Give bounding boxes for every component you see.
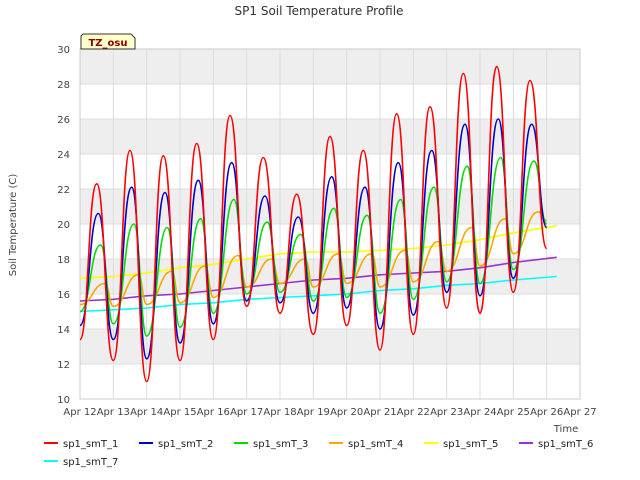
x-tick-label: Apr 20 (330, 407, 363, 418)
x-tick-label: Apr 14 (130, 407, 163, 418)
y-tick-label: 14 (57, 325, 70, 336)
badge-label: TZ_osu (88, 38, 127, 49)
legend-label: sp1_smT_2 (158, 439, 213, 450)
x-tick-label: Apr 13 (97, 407, 130, 418)
x-tick-label: Apr 27 (563, 407, 596, 418)
legend-label: sp1_smT_7 (63, 457, 118, 468)
y-tick-label: 30 (57, 45, 70, 56)
legend: sp1_smT_1 sp1_smT_2 sp1_smT_3 sp1_smT_4 sp1_… (44, 439, 593, 468)
y-axis-label: Soil Temperature (C) (8, 174, 19, 277)
station-badge: TZ_osu (80, 33, 136, 50)
x-tick-label: Apr 12 (63, 407, 96, 418)
legend-label: sp1_smT_4 (348, 439, 403, 450)
y-axis-ticks: 10 12 14 16 18 20 22 24 26 28 30 (57, 45, 70, 406)
x-tick-label: Apr 15 (163, 407, 196, 418)
legend-label: sp1_smT_1 (63, 439, 118, 450)
series-line-sp1_smT_7 (79, 275, 557, 313)
y-tick-label: 18 (57, 255, 70, 266)
chart-title: SP1 Soil Temperature Profile (235, 4, 404, 18)
x-tick-label: Apr 17 (230, 407, 263, 418)
badge-box (80, 33, 136, 50)
legend-item-sp1_smT_4: sp1_smT_4 (329, 439, 403, 450)
x-tick-label: Apr 18 (263, 407, 296, 418)
plot-band (80, 49, 580, 84)
legend-item-sp1_smT_1: sp1_smT_1 (44, 439, 118, 450)
x-tick-label: Apr 19 (297, 407, 330, 418)
y-tick-label: 12 (57, 360, 70, 371)
legend-label: sp1_smT_5 (443, 439, 498, 450)
legend-label: sp1_smT_3 (253, 439, 308, 450)
y-tick-label: 16 (57, 290, 70, 301)
x-tick-label: Apr 22 (397, 407, 430, 418)
y-tick-label: 24 (57, 150, 70, 161)
y-tick-label: 22 (57, 185, 70, 196)
x-tick-label: Apr 24 (463, 407, 496, 418)
legend-item-sp1_smT_6: sp1_smT_6 (519, 439, 593, 450)
legend-item-sp1_smT_2: sp1_smT_2 (139, 439, 213, 450)
grid-lines (79, 48, 581, 400)
x-axis-label: Time (553, 424, 578, 435)
legend-item-sp1_smT_5: sp1_smT_5 (424, 439, 498, 450)
y-tick-label: 20 (57, 220, 70, 231)
legend-item-sp1_smT_7: sp1_smT_7 (44, 457, 118, 468)
plot-band (80, 329, 580, 364)
x-tick-label: Apr 25 (497, 407, 530, 418)
x-tick-label: Apr 26 (530, 407, 563, 418)
y-tick-label: 10 (57, 395, 70, 406)
x-tick-label: Apr 16 (197, 407, 230, 418)
y-tick-label: 28 (57, 80, 70, 91)
x-tick-label: Apr 21 (363, 407, 396, 418)
plot-border (79, 48, 581, 400)
legend-item-sp1_smT_3: sp1_smT_3 (234, 439, 308, 450)
x-axis-ticks: Apr 12 Apr 13 Apr 14 Apr 15 Apr 16 Apr 17 Apr … (63, 407, 596, 418)
series-line-sp1_smT_1 (79, 65, 548, 383)
y-tick-label: 26 (57, 115, 70, 126)
legend-label: sp1_smT_6 (538, 439, 593, 450)
series-line-sp1_smT_6 (79, 256, 557, 302)
series-lines (79, 65, 557, 383)
x-tick-label: Apr 23 (430, 407, 463, 418)
